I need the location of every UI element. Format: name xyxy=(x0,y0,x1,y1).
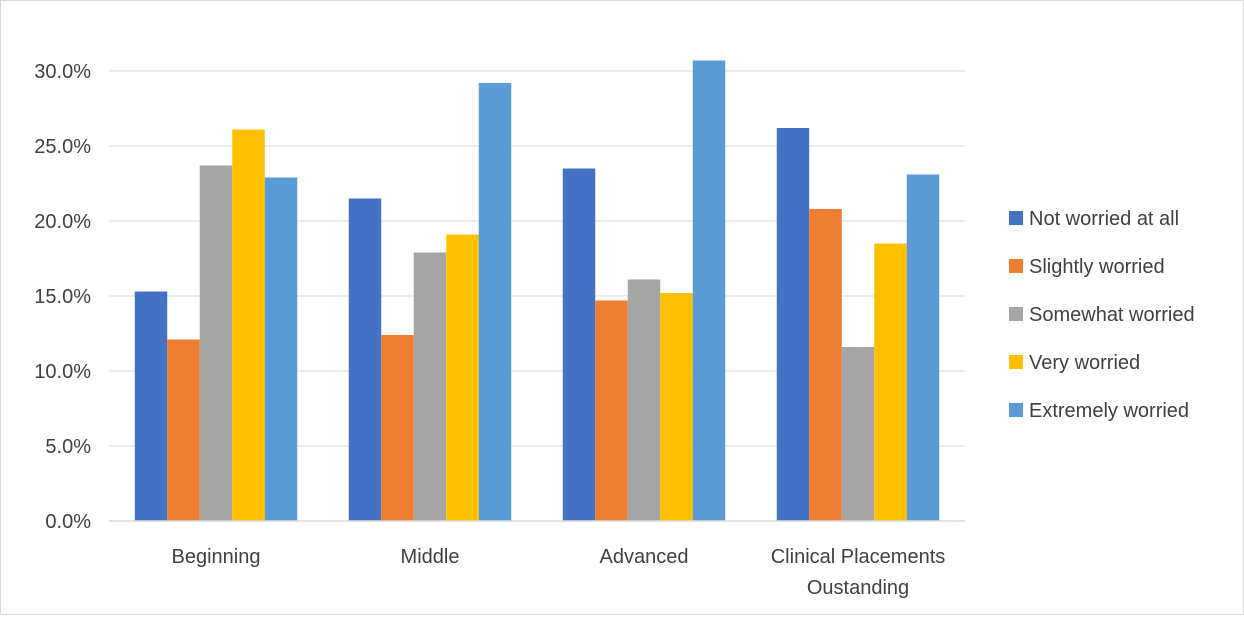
y-tick-label: 25.0% xyxy=(34,136,91,158)
legend-label: Not worried at all xyxy=(1029,208,1179,230)
bar-extremely-worried xyxy=(692,60,726,521)
y-tick-label: 5.0% xyxy=(45,436,91,458)
y-tick-label: 10.0% xyxy=(34,361,91,383)
bar-very-worried xyxy=(874,243,907,521)
bar-not-worried-at-all xyxy=(776,128,810,521)
x-category-label: Oustanding xyxy=(807,577,909,599)
bar-very-worried xyxy=(232,129,265,521)
x-category-label: Clinical Placements xyxy=(771,546,946,568)
legend-swatch xyxy=(1009,211,1023,225)
bar-somewhat-worried xyxy=(199,165,233,521)
y-tick-label: 30.0% xyxy=(34,61,91,83)
legend-label: Very worried xyxy=(1029,352,1140,374)
bar-extremely-worried xyxy=(264,177,298,521)
bar-not-worried-at-all xyxy=(562,168,596,521)
bar-somewhat-worried xyxy=(413,252,447,521)
bar-very-worried xyxy=(446,234,479,521)
y-tick-label: 0.0% xyxy=(45,511,91,533)
legend-label: Slightly worried xyxy=(1029,256,1165,278)
bar-extremely-worried xyxy=(478,83,512,521)
bar-not-worried-at-all xyxy=(134,291,168,521)
legend-label: Somewhat worried xyxy=(1029,304,1195,326)
legend-swatch xyxy=(1009,355,1023,369)
bar-slightly-worried xyxy=(809,209,842,521)
bar-somewhat-worried xyxy=(627,279,661,521)
bar-somewhat-worried xyxy=(841,347,875,521)
legend-label: Extremely worried xyxy=(1029,400,1189,422)
bar-slightly-worried xyxy=(167,339,200,521)
bar-slightly-worried xyxy=(381,335,414,521)
legend-swatch xyxy=(1009,307,1023,321)
legend-swatch xyxy=(1009,403,1023,417)
bar-slightly-worried xyxy=(595,300,628,521)
x-category-label: Advanced xyxy=(600,546,689,568)
x-category-label: Beginning xyxy=(172,546,261,568)
bar-not-worried-at-all xyxy=(348,198,382,521)
y-tick-label: 20.0% xyxy=(34,211,91,233)
bar-very-worried xyxy=(660,293,693,521)
axes: 0.0% 5.0% 10.0% 15.0% 20.0% 25.0% 30.0% Beginni… xyxy=(34,61,965,599)
legend: Not worried at all Slightly worried Somewh… xyxy=(1009,208,1195,422)
y-tick-label: 15.0% xyxy=(34,286,91,308)
legend-swatch xyxy=(1009,259,1023,273)
bar-extremely-worried xyxy=(906,174,940,521)
bars xyxy=(134,60,940,521)
x-category-label: Middle xyxy=(401,546,460,568)
